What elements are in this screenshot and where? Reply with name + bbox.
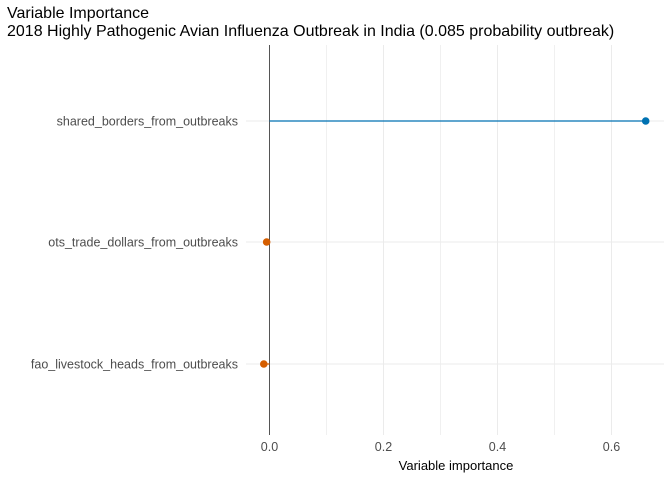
chart-marks	[260, 117, 650, 368]
lollipop-point-1	[262, 238, 271, 246]
category-labels: shared_borders_from_outbreaks ots_trade_d…	[31, 115, 238, 372]
x-tick-label-1: 0.2	[375, 440, 392, 454]
x-axis-title: Variable importance	[399, 458, 514, 473]
lollipop-point-2	[260, 360, 268, 368]
category-label-0: shared_borders_from_outbreaks	[57, 115, 238, 129]
x-tick-label-0: 0.0	[261, 440, 278, 454]
x-tick-labels: 0.0 0.2 0.4 0.6	[261, 440, 620, 454]
x-tick-label-3: 0.6	[603, 440, 620, 454]
lollipop-point-0	[641, 117, 650, 125]
category-label-1: ots_trade_dollars_from_outbreaks	[48, 236, 238, 250]
category-label-2: fao_livestock_heads_from_outbreaks	[31, 358, 238, 372]
x-tick-label-2: 0.4	[489, 440, 506, 454]
chart-subtitle: 2018 Highly Pathogenic Avian Influenza O…	[7, 23, 615, 40]
grid-lines	[246, 45, 664, 435]
chart-title: Variable Importance	[7, 5, 149, 22]
